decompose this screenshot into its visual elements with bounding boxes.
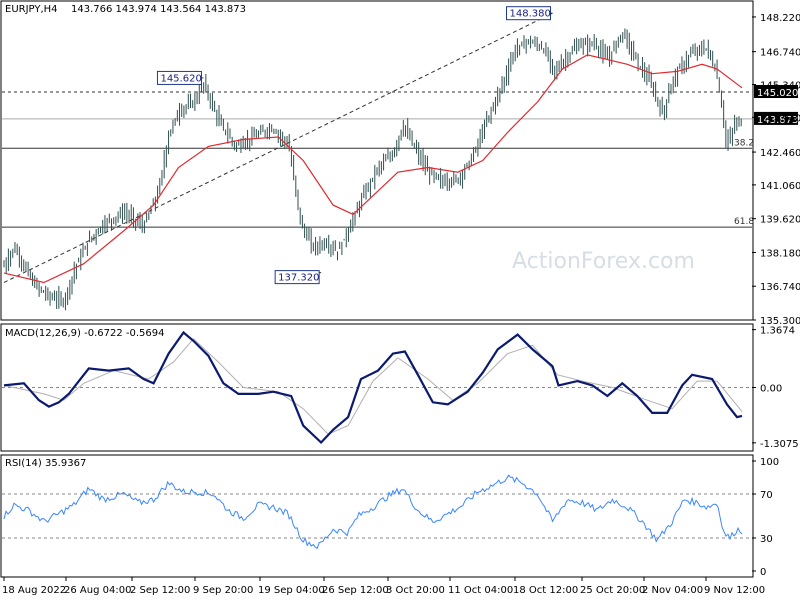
x-tick-label: 18 Aug 2022 xyxy=(2,585,66,596)
rsi-tick-label: 30 xyxy=(760,534,773,545)
rsi-line xyxy=(3,474,743,550)
x-tick-label: 26 Aug 04:00 xyxy=(64,585,131,596)
x-tick-label: 25 Oct 20:00 xyxy=(580,585,645,596)
price-title: EURJPY,H4 xyxy=(5,4,58,15)
x-tick-label: 9 Nov 12:00 xyxy=(704,585,765,596)
x-tick-label: 2 Sep 12:00 xyxy=(130,585,190,596)
x-tick-label: 26 Sep 12:00 xyxy=(322,585,389,596)
price-badge-label: 145.020 xyxy=(757,88,798,99)
price-badge-label: 143.873 xyxy=(757,115,798,126)
price-badge xyxy=(754,111,798,125)
macd-pane: 1.3674 0.00 -1.3075 MACD(12,26,9) -0.6722 … xyxy=(0,323,799,452)
price-callout-label: 145.620 xyxy=(160,73,201,84)
macd-tick-label: 1.3674 xyxy=(760,326,795,337)
price-tick-label: 135.300 xyxy=(760,316,800,327)
price-tick-label: 145.340 xyxy=(760,81,800,92)
fib-label: 38.2 xyxy=(734,138,754,148)
x-tick-label: 2 Nov 04:00 xyxy=(642,585,703,596)
price-tick-label: 146.740 xyxy=(760,48,800,59)
x-tick-label: 11 Oct 04:00 xyxy=(448,585,513,596)
x-tick-label: 3 Oct 20:00 xyxy=(386,585,445,596)
rsi-pane: 100 70 30 0 RSI(14) 35.9367 xyxy=(0,454,779,578)
price-callout-label: 137.320 xyxy=(278,273,319,284)
price-callout-label: 148.380 xyxy=(510,9,551,20)
macd-signal-line xyxy=(3,338,743,435)
trend-line xyxy=(3,12,553,283)
price-pane: ActionForex.com 145.020 143.873 38.2 61.8 1… xyxy=(0,0,800,327)
price-tick-label: 143.940 xyxy=(760,113,800,124)
price-tick-label: 136.740 xyxy=(760,282,800,293)
macd-tick-label: 0.00 xyxy=(760,384,782,395)
price-tick-label: 141.060 xyxy=(760,181,800,192)
price-tick-label: 138.180 xyxy=(760,248,800,259)
price-tick-label: 139.620 xyxy=(760,215,800,226)
rsi-tick-label: 70 xyxy=(760,490,773,501)
macd-tick-label: -1.3075 xyxy=(760,439,799,450)
watermark: ActionForex.com xyxy=(512,249,695,274)
macd-title: MACD(12,26,9) -0.6722 -0.5694 xyxy=(5,328,165,339)
ohlc-readout: 143.766 143.974 143.564 143.873 xyxy=(71,4,246,15)
rsi-title: RSI(14) 35.9367 xyxy=(5,458,86,469)
price-badge xyxy=(754,85,798,99)
rsi-tick-label: 100 xyxy=(760,457,779,468)
x-tick-label: 18 Oct 12:00 xyxy=(513,585,578,596)
price-tick-label: 142.460 xyxy=(760,148,800,159)
x-tick-label: 9 Sep 20:00 xyxy=(193,585,253,596)
rsi-tick-label: 0 xyxy=(760,567,766,578)
x-tick-label: 19 Sep 04:00 xyxy=(258,585,325,596)
price-tick-label: 148.220 xyxy=(760,13,800,24)
macd-line xyxy=(3,330,743,445)
price-callout-box xyxy=(274,270,320,285)
moving-average-line xyxy=(3,54,743,284)
fib-label: 61.8 xyxy=(734,217,754,227)
